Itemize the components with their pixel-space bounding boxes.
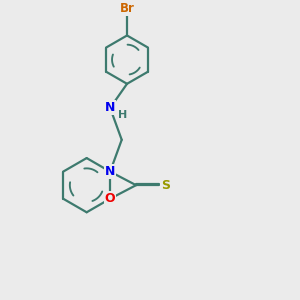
Text: Br: Br <box>120 2 134 16</box>
Text: N: N <box>105 165 115 178</box>
Text: N: N <box>105 101 115 114</box>
Text: S: S <box>161 179 170 192</box>
Text: H: H <box>118 110 127 120</box>
Text: O: O <box>105 192 116 205</box>
